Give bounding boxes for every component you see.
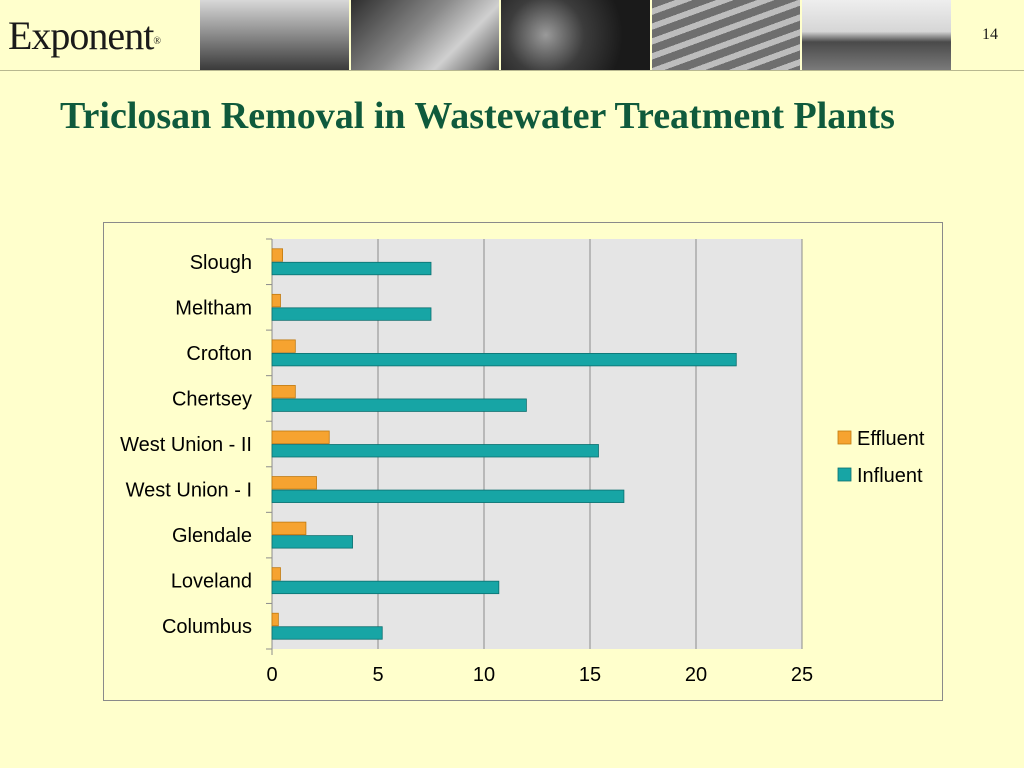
exponent-logo: Exponent®	[8, 13, 161, 58]
effluent-bar-columbus	[271, 612, 279, 627]
category-label: Slough	[190, 252, 252, 274]
x-tick-label: 0	[266, 664, 277, 686]
influent-bar-glendale	[271, 535, 353, 549]
building-photo	[651, 0, 803, 70]
category-label: Crofton	[186, 343, 252, 365]
x-tick-label: 25	[791, 664, 813, 686]
effluent-bar-loveland	[271, 567, 281, 581]
category-label: Meltham	[175, 297, 252, 319]
logo-text: Exponent	[8, 13, 154, 58]
slide-header: Exponent® 14	[0, 0, 1024, 70]
triclosan-bar-chart: Slough Meltham Crofton Chertsey West Union -…	[120, 238, 925, 686]
influent-bar-meltham	[271, 307, 432, 321]
legend-swatch-influent	[837, 467, 852, 482]
category-label: West Union - II	[120, 434, 252, 456]
category-label: Glendale	[172, 525, 252, 547]
influent-bar-columbus	[271, 626, 383, 640]
car-crash-dummy-photo	[350, 0, 502, 70]
effluent-bar-crofton	[271, 339, 296, 353]
influent-bar-slough	[271, 261, 432, 276]
slide-title: Triclosan Removal in Wastewater Treatmen…	[60, 95, 895, 137]
influent-bar-crofton	[271, 352, 737, 367]
category-label: Columbus	[162, 616, 252, 638]
effluent-bar-glendale	[271, 521, 307, 536]
x-tick-label: 15	[579, 664, 601, 686]
lng-tanker-ship-photo	[802, 0, 953, 70]
effluent-bar-slough	[271, 248, 283, 262]
influent-bar-west-union-ii	[271, 444, 599, 458]
registered-mark-icon: ®	[153, 36, 161, 47]
legend-label-influent: Influent	[857, 465, 923, 487]
effluent-bar-west-union-ii	[271, 430, 330, 444]
influent-bar-west-union-i	[271, 489, 625, 503]
x-tick-label: 10	[473, 664, 495, 686]
effluent-bar-west-union-i	[271, 476, 317, 490]
chart-frame: Slough Meltham Crofton Chertsey West Union -…	[103, 222, 943, 701]
page-number: 14	[982, 26, 998, 43]
x-tick-label: 20	[685, 664, 707, 686]
effluent-bar-chertsey	[271, 385, 296, 399]
strawberries-photo	[501, 0, 652, 70]
category-label: West Union - I	[126, 480, 252, 502]
legend-swatch-effluent	[837, 430, 852, 445]
x-tick-label: 5	[372, 664, 383, 686]
header-photo-strip	[200, 0, 953, 70]
influent-bar-loveland	[271, 580, 500, 595]
effluent-bar-meltham	[271, 293, 281, 308]
plot-area	[272, 239, 802, 649]
influent-bar-chertsey	[271, 398, 527, 412]
legend-label-effluent: Effluent	[857, 428, 925, 450]
header-divider	[0, 70, 1024, 71]
category-label: Chertsey	[172, 388, 252, 410]
industrial-plant-photo	[200, 0, 351, 70]
category-label: Loveland	[171, 571, 252, 593]
